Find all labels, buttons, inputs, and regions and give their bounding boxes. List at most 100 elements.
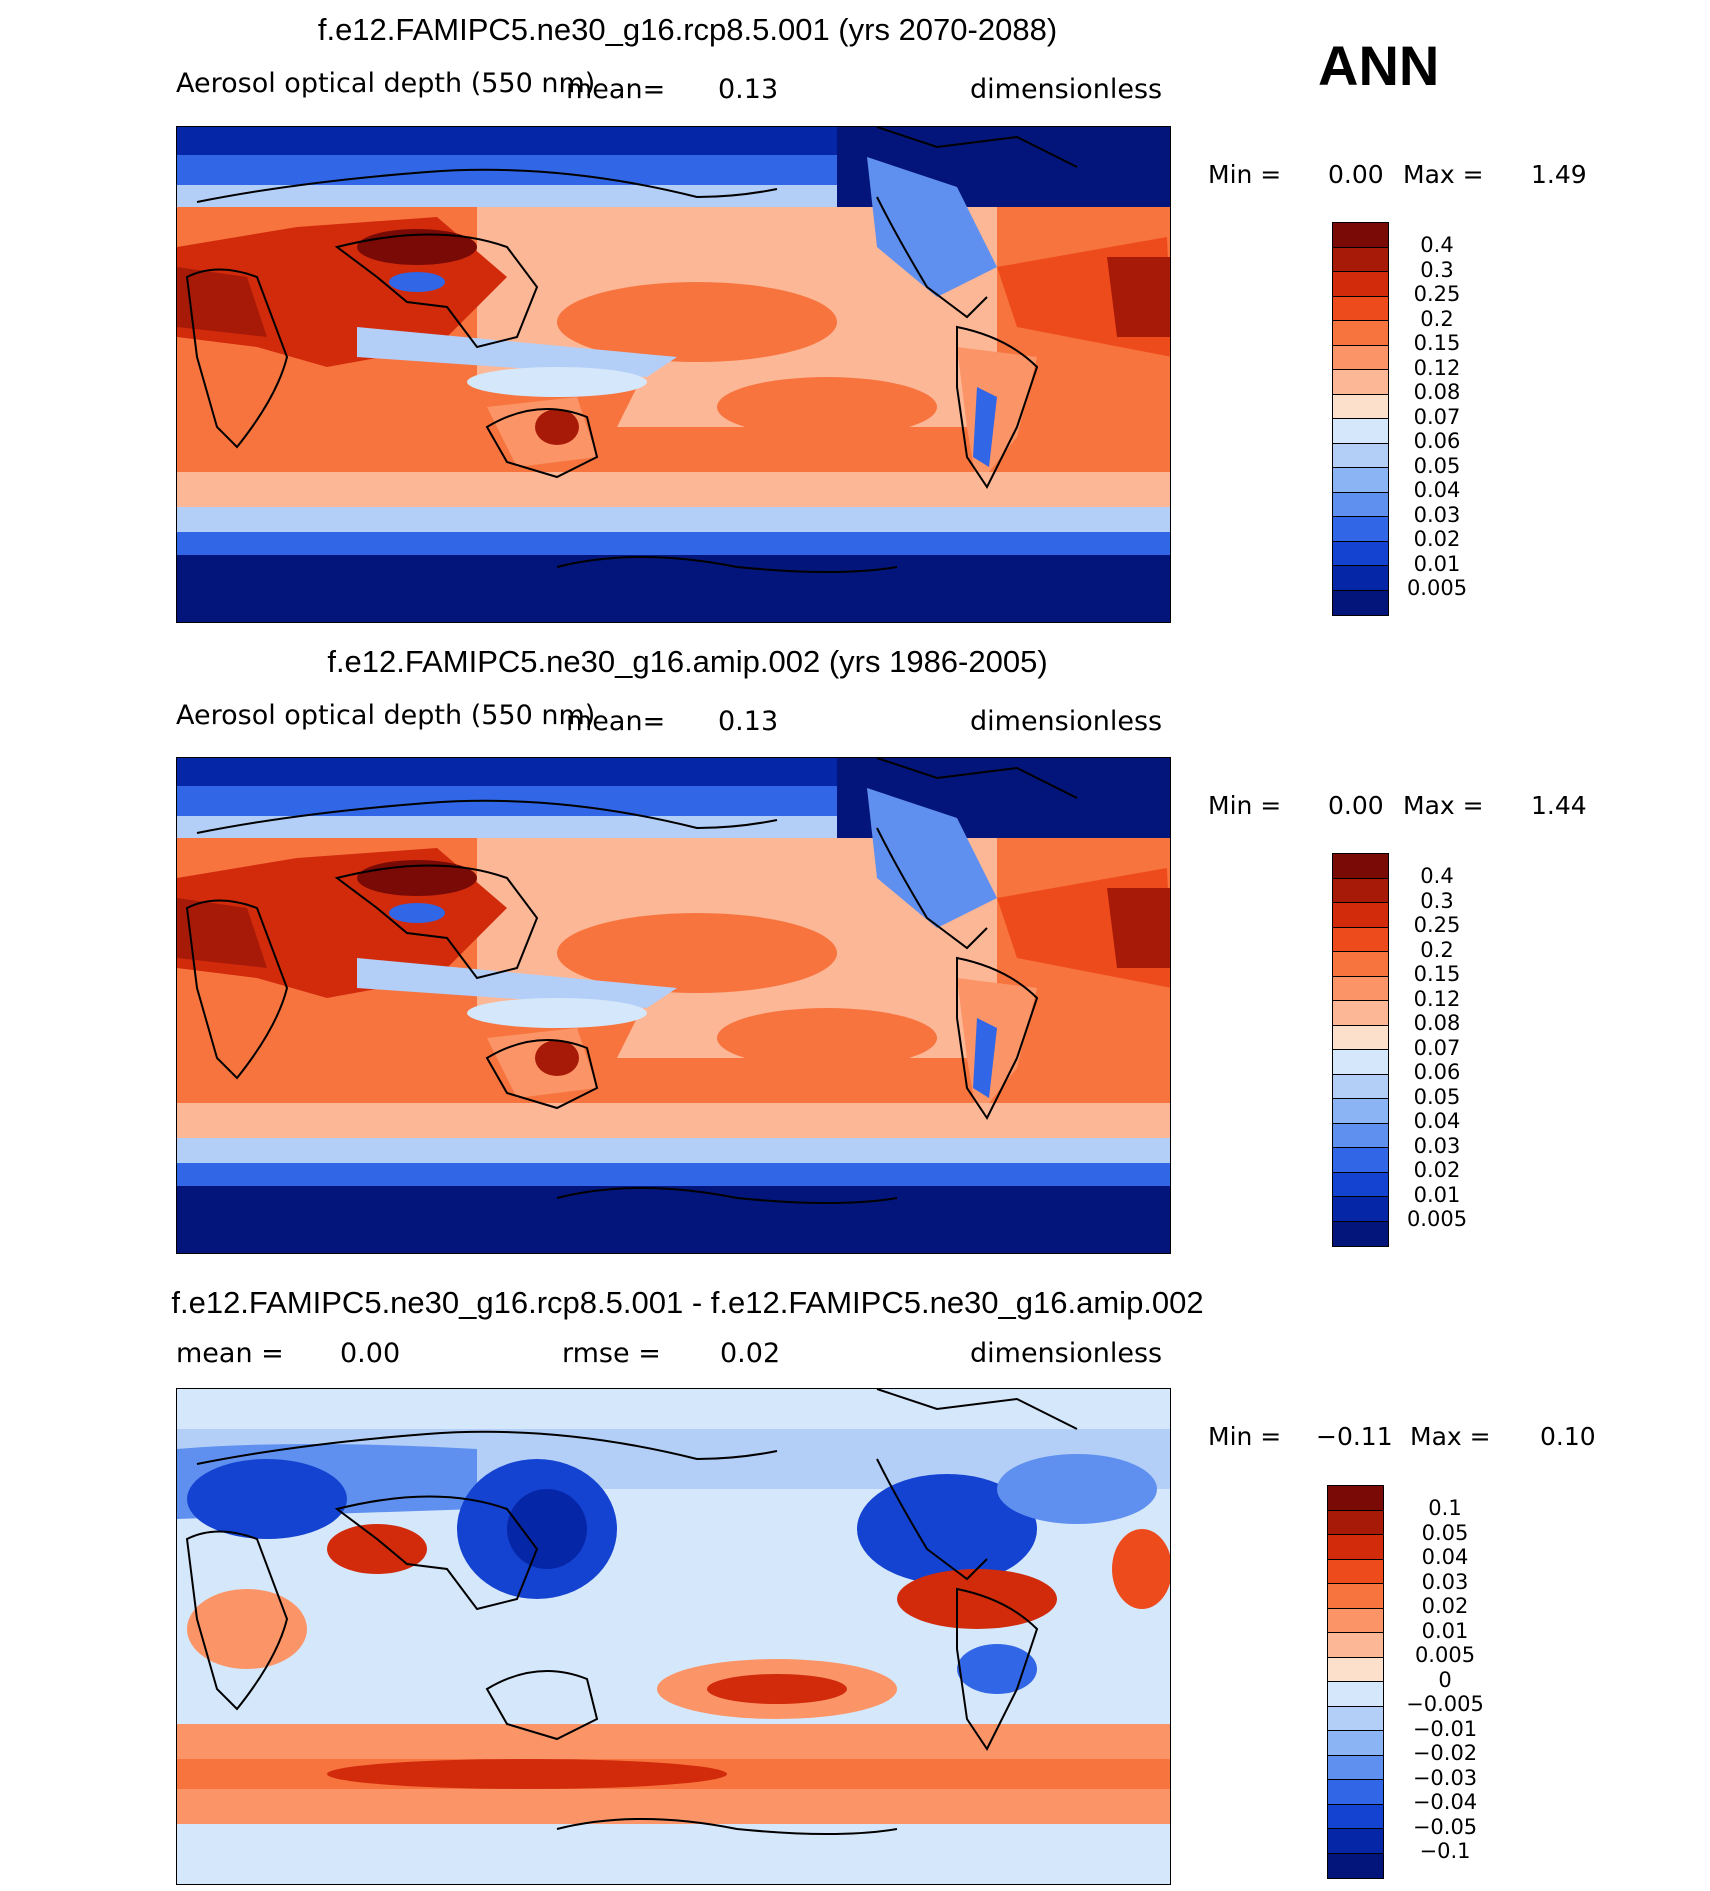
panel-1-colorbar-label: 0.07 [1413, 405, 1461, 429]
panel-3-colorbar-label: 0.03 [1421, 1570, 1469, 1594]
colorbar-swatch [1333, 370, 1388, 395]
panel-1-colorbar-label: 0.08 [1413, 380, 1461, 404]
panel-2-colorbar [1332, 853, 1389, 1247]
colorbar-swatch [1328, 1829, 1383, 1854]
panel-2-colorbar-label: 0.2 [1420, 938, 1454, 962]
panel-2-colorbar-label: 0.04 [1413, 1109, 1461, 1133]
panel-1-colorbar [1332, 222, 1389, 616]
colorbar-swatch [1328, 1682, 1383, 1707]
panel-3-max-value: 0.10 [1540, 1422, 1596, 1451]
panel-3-colorbar-label: −0.04 [1412, 1790, 1478, 1814]
season-label: ANN [1318, 34, 1440, 97]
panel-2-colorbar-label: 0.3 [1420, 889, 1454, 913]
colorbar-swatch [1328, 1584, 1383, 1609]
colorbar-swatch [1333, 1074, 1388, 1099]
colorbar-swatch [1333, 443, 1388, 468]
panel-1-units: dimensionless [970, 74, 1163, 105]
colorbar-swatch [1333, 223, 1388, 248]
colorbar-swatch [1333, 296, 1388, 321]
panel-3-rmse-value: 0.02 [720, 1338, 781, 1369]
panel-3-rmse-label: rmse = [562, 1338, 661, 1369]
panel-2-variable: Aerosol optical depth (550 nm) [176, 700, 596, 731]
panel-2-colorbar-label: 0.005 [1406, 1207, 1468, 1231]
colorbar-swatch [1328, 1706, 1383, 1731]
colorbar-swatch [1333, 1001, 1388, 1026]
colorbar-swatch [1333, 394, 1388, 419]
panel-2-colorbar-label: 0.4 [1420, 864, 1454, 888]
panel-2-map-svg [177, 758, 1170, 1253]
panel-1-title: f.e12.FAMIPC5.ne30_g16.rcp8.5.001 (yrs 2… [317, 12, 1058, 47]
panel-3-colorbar-label: 0.04 [1421, 1545, 1469, 1569]
panel-3-mean-label: mean = [176, 1338, 284, 1369]
colorbar-swatch [1333, 566, 1388, 591]
panel-1-colorbar-label: 0.04 [1413, 478, 1461, 502]
panel-1-colorbar-label: 0.05 [1413, 454, 1461, 478]
panel-2-colorbar-label: 0.07 [1413, 1036, 1461, 1060]
panel-1-max-value: 1.49 [1531, 160, 1587, 189]
colorbar-swatch [1333, 541, 1388, 566]
panel-2-colorbar-label: 0.06 [1413, 1060, 1461, 1084]
colorbar-swatch [1333, 1050, 1388, 1075]
panel-1-colorbar-label: 0.12 [1413, 356, 1461, 380]
colorbar-swatch [1333, 976, 1388, 1001]
panel-1-colorbar-label: 0.2 [1420, 307, 1454, 331]
panel-1-map [176, 126, 1171, 623]
panel-2-title: f.e12.FAMIPC5.ne30_g16.amip.002 (yrs 198… [327, 644, 1048, 679]
colorbar-swatch [1333, 517, 1388, 542]
panel-3-colorbar [1327, 1485, 1384, 1879]
colorbar-swatch [1333, 1197, 1388, 1222]
colorbar-swatch [1328, 1657, 1383, 1682]
panel-3-colorbar-label: 0.01 [1421, 1619, 1469, 1643]
panel-1-variable: Aerosol optical depth (550 nm) [176, 68, 596, 99]
panel-1-max-label: Max = [1403, 160, 1484, 189]
colorbar-swatch [1333, 590, 1388, 615]
panel-3-mean-value: 0.00 [340, 1338, 401, 1369]
colorbar-swatch [1333, 345, 1388, 370]
panel-2-colorbar-label: 0.15 [1413, 962, 1461, 986]
panel-3-map-svg [177, 1389, 1170, 1884]
panel-2-map [176, 757, 1171, 1254]
colorbar-swatch [1328, 1804, 1383, 1829]
colorbar-swatch [1333, 247, 1388, 272]
panel-2-colorbar-label: 0.03 [1413, 1134, 1461, 1158]
colorbar-swatch [1328, 1755, 1383, 1780]
colorbar-swatch [1333, 1148, 1388, 1173]
panel-3-max-label: Max = [1410, 1422, 1491, 1451]
colorbar-swatch [1333, 321, 1388, 346]
panel-1-colorbar-label: 0.25 [1413, 282, 1461, 306]
panel-2-mean-label: mean= [566, 706, 666, 737]
colorbar-swatch [1328, 1731, 1383, 1756]
colorbar-swatch [1333, 1099, 1388, 1124]
panel-2-mean-value: 0.13 [718, 706, 779, 737]
colorbar-swatch [1333, 1123, 1388, 1148]
colorbar-swatch [1328, 1486, 1383, 1511]
panel-1-mean-label: mean= [566, 74, 666, 105]
panel-1-map-svg [177, 127, 1170, 622]
panel-3-colorbar-label: 0.005 [1414, 1643, 1476, 1667]
colorbar-swatch [1333, 854, 1388, 879]
panel-2-min-label: Min = [1208, 791, 1282, 820]
colorbar-swatch [1333, 468, 1388, 493]
panel-1-colorbar-label: 0.005 [1406, 576, 1468, 600]
panel-1-colorbar-label: 0.4 [1420, 233, 1454, 257]
colorbar-swatch [1333, 903, 1388, 928]
colorbar-swatch [1328, 1608, 1383, 1633]
panel-1-min-value: 0.00 [1328, 160, 1384, 189]
panel-3-title: f.e12.FAMIPC5.ne30_g16.rcp8.5.001 - f.e1… [171, 1285, 1204, 1320]
panel-1-colorbar-label: 0.03 [1413, 503, 1461, 527]
panel-2-colorbar-label: 0.25 [1413, 913, 1461, 937]
panel-2-units: dimensionless [970, 706, 1163, 737]
panel-1-mean-value: 0.13 [718, 74, 779, 105]
panel-3-colorbar-label: 0.1 [1428, 1496, 1462, 1520]
panel-1-min-label: Min = [1208, 160, 1282, 189]
panel-2-colorbar-label: 0.08 [1413, 1011, 1461, 1035]
panel-3-colorbar-label: 0.05 [1421, 1521, 1469, 1545]
panel-3-colorbar-label: −0.05 [1412, 1815, 1478, 1839]
colorbar-swatch [1328, 1633, 1383, 1658]
panel-3-min-value: −0.11 [1316, 1422, 1393, 1451]
panel-2-colorbar-label: 0.05 [1413, 1085, 1461, 1109]
panel-2-colorbar-label: 0.01 [1413, 1183, 1461, 1207]
colorbar-swatch [1333, 1172, 1388, 1197]
colorbar-swatch [1333, 1025, 1388, 1050]
panel-2-colorbar-label: 0.02 [1413, 1158, 1461, 1182]
